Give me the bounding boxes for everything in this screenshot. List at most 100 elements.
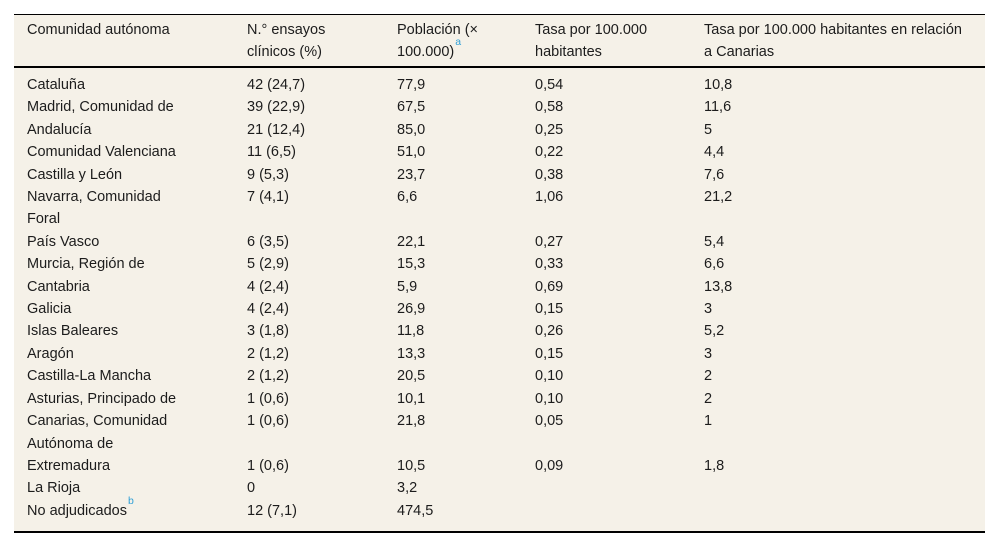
- table-cell: [704, 477, 985, 499]
- table-row: Islas Baleares 3 (1,8) 11,8 0,26 5,2: [14, 320, 985, 342]
- row-label: Aragón: [27, 345, 74, 362]
- table-cell: 1 (0,6): [247, 413, 289, 430]
- table-cell: 0,33: [535, 256, 564, 273]
- table-cell: 11 (6,5): [247, 144, 296, 161]
- row-label: Comunidad Valenciana: [27, 144, 176, 161]
- table-cell: 21,8: [397, 413, 426, 430]
- table-cell: 10,8: [704, 77, 733, 93]
- row-label: Madrid, Comunidad de: [27, 99, 174, 116]
- table-row: No adjudicadosb 12 (7,1) 474,5: [14, 494, 985, 532]
- table-cell: 1: [704, 413, 713, 430]
- table-cell: 15,3: [397, 256, 426, 273]
- table-body: Cataluña 42 (24,7) 77,9 0,54 10,8 Madrid, Com…: [14, 67, 985, 532]
- table-cell: 0,10: [535, 368, 564, 385]
- table-cell: 4,4: [704, 144, 725, 161]
- table-row: Asturias, Principado de 1 (0,6) 10,1 0,10 2: [14, 388, 985, 410]
- table-cell: 42 (24,7): [247, 77, 306, 93]
- table-cell: 2: [704, 390, 713, 407]
- row-label: Cataluña: [27, 77, 86, 93]
- table-cell: 0,05: [535, 413, 564, 430]
- table-cell: 474,5: [397, 502, 434, 519]
- table-row: Comunidad Valenciana 11 (6,5) 51,0 0,22 4,4: [14, 141, 985, 163]
- table-header: Comunidad autónoma N.° ensayos clínicos (…: [14, 14, 985, 68]
- table-cell: 5,9: [397, 278, 418, 295]
- table-cell: 3: [704, 345, 713, 362]
- row-label: Galicia: [27, 301, 72, 318]
- table-cell: 2: [704, 368, 713, 385]
- table-row: Castilla y León 9 (5,3) 23,7 0,38 7,6: [14, 164, 985, 186]
- row-label: Murcia, Región de: [27, 256, 145, 273]
- footnote-marker-b[interactable]: b: [127, 494, 134, 507]
- table-cell: 0,54: [535, 77, 564, 93]
- table-row: Extremadura 1 (0,6) 10,5 0,09 1,8: [14, 455, 985, 477]
- table-row: Navarra, Comunidad Foral 7 (4,1) 6,6 1,06 21…: [14, 186, 985, 231]
- table-cell: 0,58: [535, 99, 564, 116]
- row-label: Canarias, Comunidad Autónoma de: [27, 413, 168, 452]
- table-cell: 0,27: [535, 233, 564, 250]
- table-cell: 0,25: [535, 121, 564, 138]
- table-cell: 1 (0,6): [247, 457, 289, 474]
- table-cell: 39 (22,9): [247, 99, 306, 116]
- table-cell: 4 (2,4): [247, 278, 289, 295]
- table-cell: 13,8: [704, 278, 733, 295]
- table-cell: 6,6: [397, 189, 418, 206]
- table-cell: 2 (1,2): [247, 345, 289, 362]
- footnote-marker-a[interactable]: a: [455, 36, 462, 49]
- table-cell: 1 (0,6): [247, 390, 289, 407]
- table-row: Aragón 2 (1,2) 13,3 0,15 3: [14, 343, 985, 365]
- table-cell: 3: [704, 301, 713, 318]
- row-label: Castilla y León: [27, 166, 123, 183]
- table-cell: [704, 500, 985, 532]
- table-cell: 0,15: [535, 345, 564, 362]
- row-label: Navarra, Comunidad Foral: [27, 189, 161, 228]
- table-row: Castilla-La Mancha 2 (1,2) 20,5 0,10 2: [14, 365, 985, 387]
- table-cell: [535, 477, 704, 499]
- row-label: Islas Baleares: [27, 323, 119, 340]
- table-cell: 23,7: [397, 166, 426, 183]
- row-label: La Rioja: [27, 480, 81, 497]
- table-cell: 4 (2,4): [247, 301, 289, 318]
- clinical-trials-table: Comunidad autónoma N.° ensayos clínicos (…: [14, 14, 985, 534]
- row-label: Asturias, Principado de: [27, 390, 177, 407]
- row-label: Andalucía: [27, 121, 92, 138]
- table-cell: 67,5: [397, 99, 426, 116]
- table-cell: 5: [704, 121, 713, 138]
- table-cell: 1,8: [704, 457, 725, 474]
- column-header-3: Población (× 100.000)a: [397, 14, 535, 68]
- table-cell: 0,69: [535, 278, 564, 295]
- table-cell: 3,2: [397, 480, 418, 497]
- table-cell: 21,2: [704, 189, 733, 206]
- table-row: Madrid, Comunidad de 39 (22,9) 67,5 0,58 11,…: [14, 96, 985, 118]
- row-label: Castilla-La Mancha: [27, 368, 152, 385]
- table-cell: 20,5: [397, 368, 426, 385]
- row-label: Cantabria: [27, 278, 90, 295]
- column-header-4: Tasa por 100.000 habitantes: [535, 14, 704, 68]
- table-cell: 0,26: [535, 323, 564, 340]
- table-cell: 22,1: [397, 233, 426, 250]
- table-row: Murcia, Región de 5 (2,9) 15,3 0,33 6,6: [14, 253, 985, 275]
- table-cell: 2 (1,2): [247, 368, 289, 385]
- table-cell: 0: [247, 480, 256, 497]
- column-header-1: Comunidad autónoma: [14, 14, 247, 68]
- table-row: Canarias, Comunidad Autónoma de 1 (0,6) 21…: [14, 410, 985, 455]
- table-row: Cataluña 42 (24,7) 77,9 0,54 10,8: [14, 67, 985, 96]
- table-cell: 7 (4,1): [247, 189, 289, 206]
- table-cell: 0,10: [535, 390, 564, 407]
- table-row: Cantabria 4 (2,4) 5,9 0,69 13,8: [14, 276, 985, 298]
- table-cell: 5 (2,9): [247, 256, 289, 273]
- table-cell: 85,0: [397, 121, 426, 138]
- table-row: La Rioja 0 3,2: [14, 477, 985, 499]
- table-cell: 0,15: [535, 301, 564, 318]
- table-cell: 6 (3,5): [247, 233, 289, 250]
- column-header-5: Tasa por 100.000 habitantes en relación …: [704, 14, 985, 68]
- table-cell: 3 (1,8): [247, 323, 289, 340]
- table-cell: 9 (5,3): [247, 166, 289, 183]
- row-label: No adjudicadosb: [27, 494, 134, 519]
- table-cell: 21 (12,4): [247, 121, 306, 138]
- table-cell: 10,1: [397, 390, 426, 407]
- table-cell: [535, 500, 704, 532]
- table-cell: 11,8: [397, 323, 425, 340]
- table-cell: 26,9: [397, 301, 426, 318]
- table-row: Andalucía 21 (12,4) 85,0 0,25 5: [14, 119, 985, 141]
